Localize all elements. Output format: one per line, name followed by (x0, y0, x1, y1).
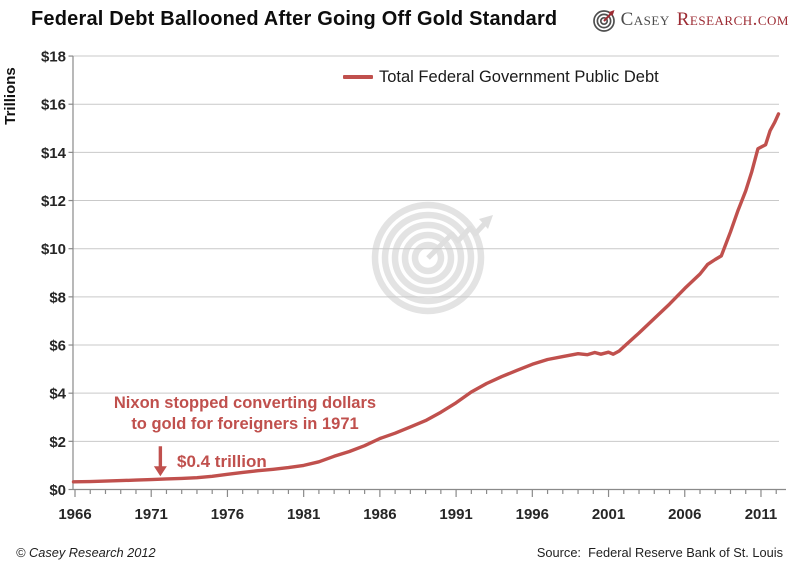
watermark-arrow (426, 218, 490, 260)
x-tick-label: 1986 (363, 506, 396, 523)
annotation-line-1: Nixon stopped converting dollars (113, 394, 377, 412)
watermark-spiral-ring (381, 211, 475, 305)
source-text: Source: Federal Reserve Bank of St. Loui… (536, 545, 783, 560)
copyright-text: © Casey Research 2012 (16, 545, 156, 560)
y-tick-label: $16 (41, 97, 66, 114)
debt-line-series (71, 112, 781, 484)
brand-research-com: Research.com (676, 9, 789, 30)
x-tick-label: 1991 (439, 506, 472, 523)
watermark-spiral-ring (401, 231, 455, 285)
annotation-line-2: to gold for foreigners in 1971 (131, 415, 359, 433)
casey-research-logo: Casey Research.com (591, 6, 789, 34)
watermark-spiral-ring (391, 221, 465, 295)
watermark-spiral-ring (411, 241, 445, 275)
chart-title: Federal Debt Ballooned After Going Off G… (31, 8, 558, 30)
x-tick-label: 2011 (745, 506, 778, 523)
y-tick-label: $12 (41, 193, 66, 210)
y-tick-label: $4 (49, 386, 66, 403)
y-tick-label: $10 (41, 241, 66, 258)
casey-logo-icon (592, 9, 615, 32)
x-tick-label: 1971 (135, 506, 168, 523)
x-tick-label: 2001 (592, 506, 625, 523)
debt-value-label: $0.4 trillion (177, 452, 267, 471)
y-tick-label: $0 (49, 482, 66, 499)
x-tick-label: 2006 (668, 506, 701, 523)
annotation-down-arrow-head (153, 466, 167, 477)
y-tick-label: $8 (49, 289, 66, 306)
x-tick-label: 1996 (516, 506, 549, 523)
x-tick-label: 1966 (58, 506, 91, 523)
y-axis-title: Trillions (2, 67, 19, 125)
brand-casey: Casey (620, 9, 670, 30)
legend-line-swatch (343, 75, 373, 79)
x-tick-label: 1976 (211, 506, 244, 523)
watermark-spiral-ring (371, 201, 485, 315)
legend-label: Total Federal Government Public Debt (379, 67, 659, 86)
x-tick-label: 1981 (287, 506, 320, 523)
nixon-annotation: Nixon stopped converting dollars to gold… (95, 393, 395, 435)
y-tick-label: $14 (41, 145, 67, 162)
y-tick-label: $6 (49, 338, 66, 355)
watermark-arrowhead (479, 215, 493, 229)
y-tick-label: $18 (41, 49, 66, 66)
chart-legend: Total Federal Government Public Debt (343, 66, 659, 88)
y-tick-label: $2 (49, 434, 66, 451)
